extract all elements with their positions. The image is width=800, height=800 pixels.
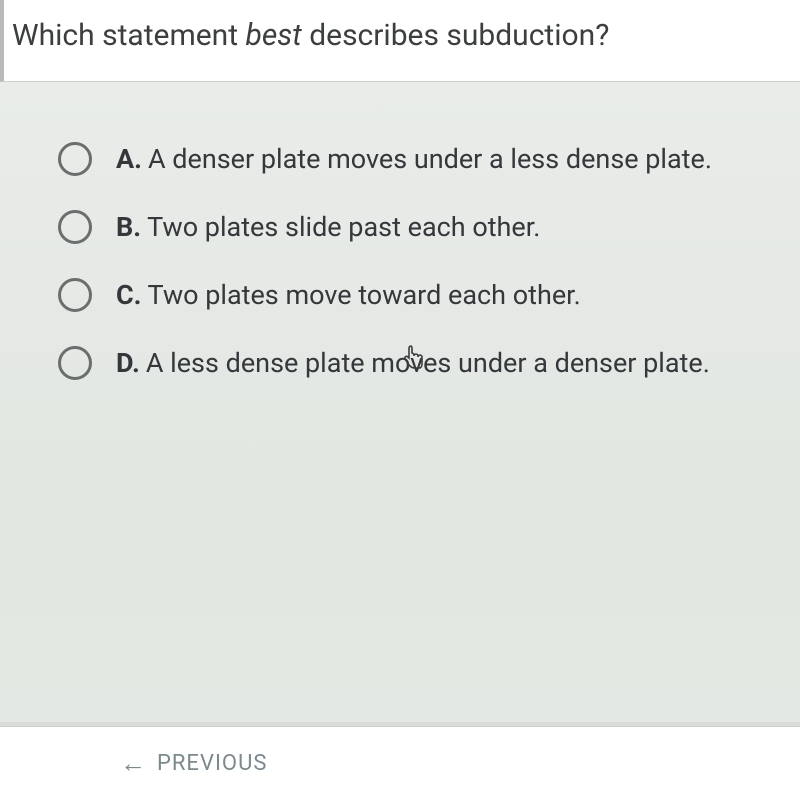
previous-button[interactable]: ← PREVIOUS	[120, 751, 267, 777]
previous-label: PREVIOUS	[157, 751, 267, 776]
question-text: Which statement best describes subductio…	[12, 18, 788, 53]
option-b-letter: B.	[116, 211, 141, 243]
question-header: Which statement best describes subductio…	[0, 0, 800, 82]
option-d-letter: D.	[116, 347, 140, 379]
option-b-text: Two plates slide past each other.	[147, 211, 540, 243]
radio-c[interactable]	[58, 278, 92, 312]
option-c-label: C.Two plates move toward each other.	[116, 279, 581, 311]
option-d-text: A less dense plate moves under a denser …	[146, 347, 710, 379]
question-suffix: describes subduction?	[302, 18, 610, 53]
option-d-label: D.A less dense plate moves under a dense…	[116, 347, 710, 379]
option-a-text: A denser plate moves under a less dense …	[148, 143, 712, 175]
radio-a[interactable]	[58, 142, 92, 176]
question-prefix: Which statement	[12, 18, 245, 53]
option-b-label: B.Two plates slide past each other.	[116, 211, 540, 243]
option-c[interactable]: C.Two plates move toward each other.	[58, 278, 790, 312]
option-a-label: A.A denser plate moves under a less dens…	[116, 143, 712, 175]
radio-d[interactable]	[58, 346, 92, 380]
option-a[interactable]: A.A denser plate moves under a less dens…	[58, 142, 790, 176]
radio-b[interactable]	[58, 210, 92, 244]
option-c-letter: C.	[116, 279, 142, 311]
answers-panel: A.A denser plate moves under a less dens…	[0, 82, 800, 722]
option-b[interactable]: B.Two plates slide past each other.	[58, 210, 790, 244]
question-emphasis: best	[245, 18, 301, 53]
footer-bar: ← PREVIOUS	[0, 726, 800, 800]
arrow-left-icon: ←	[120, 751, 147, 777]
option-d[interactable]: D.A less dense plate moves under a dense…	[58, 346, 790, 380]
option-c-text: Two plates move toward each other.	[148, 279, 581, 311]
option-a-letter: A.	[116, 143, 142, 175]
